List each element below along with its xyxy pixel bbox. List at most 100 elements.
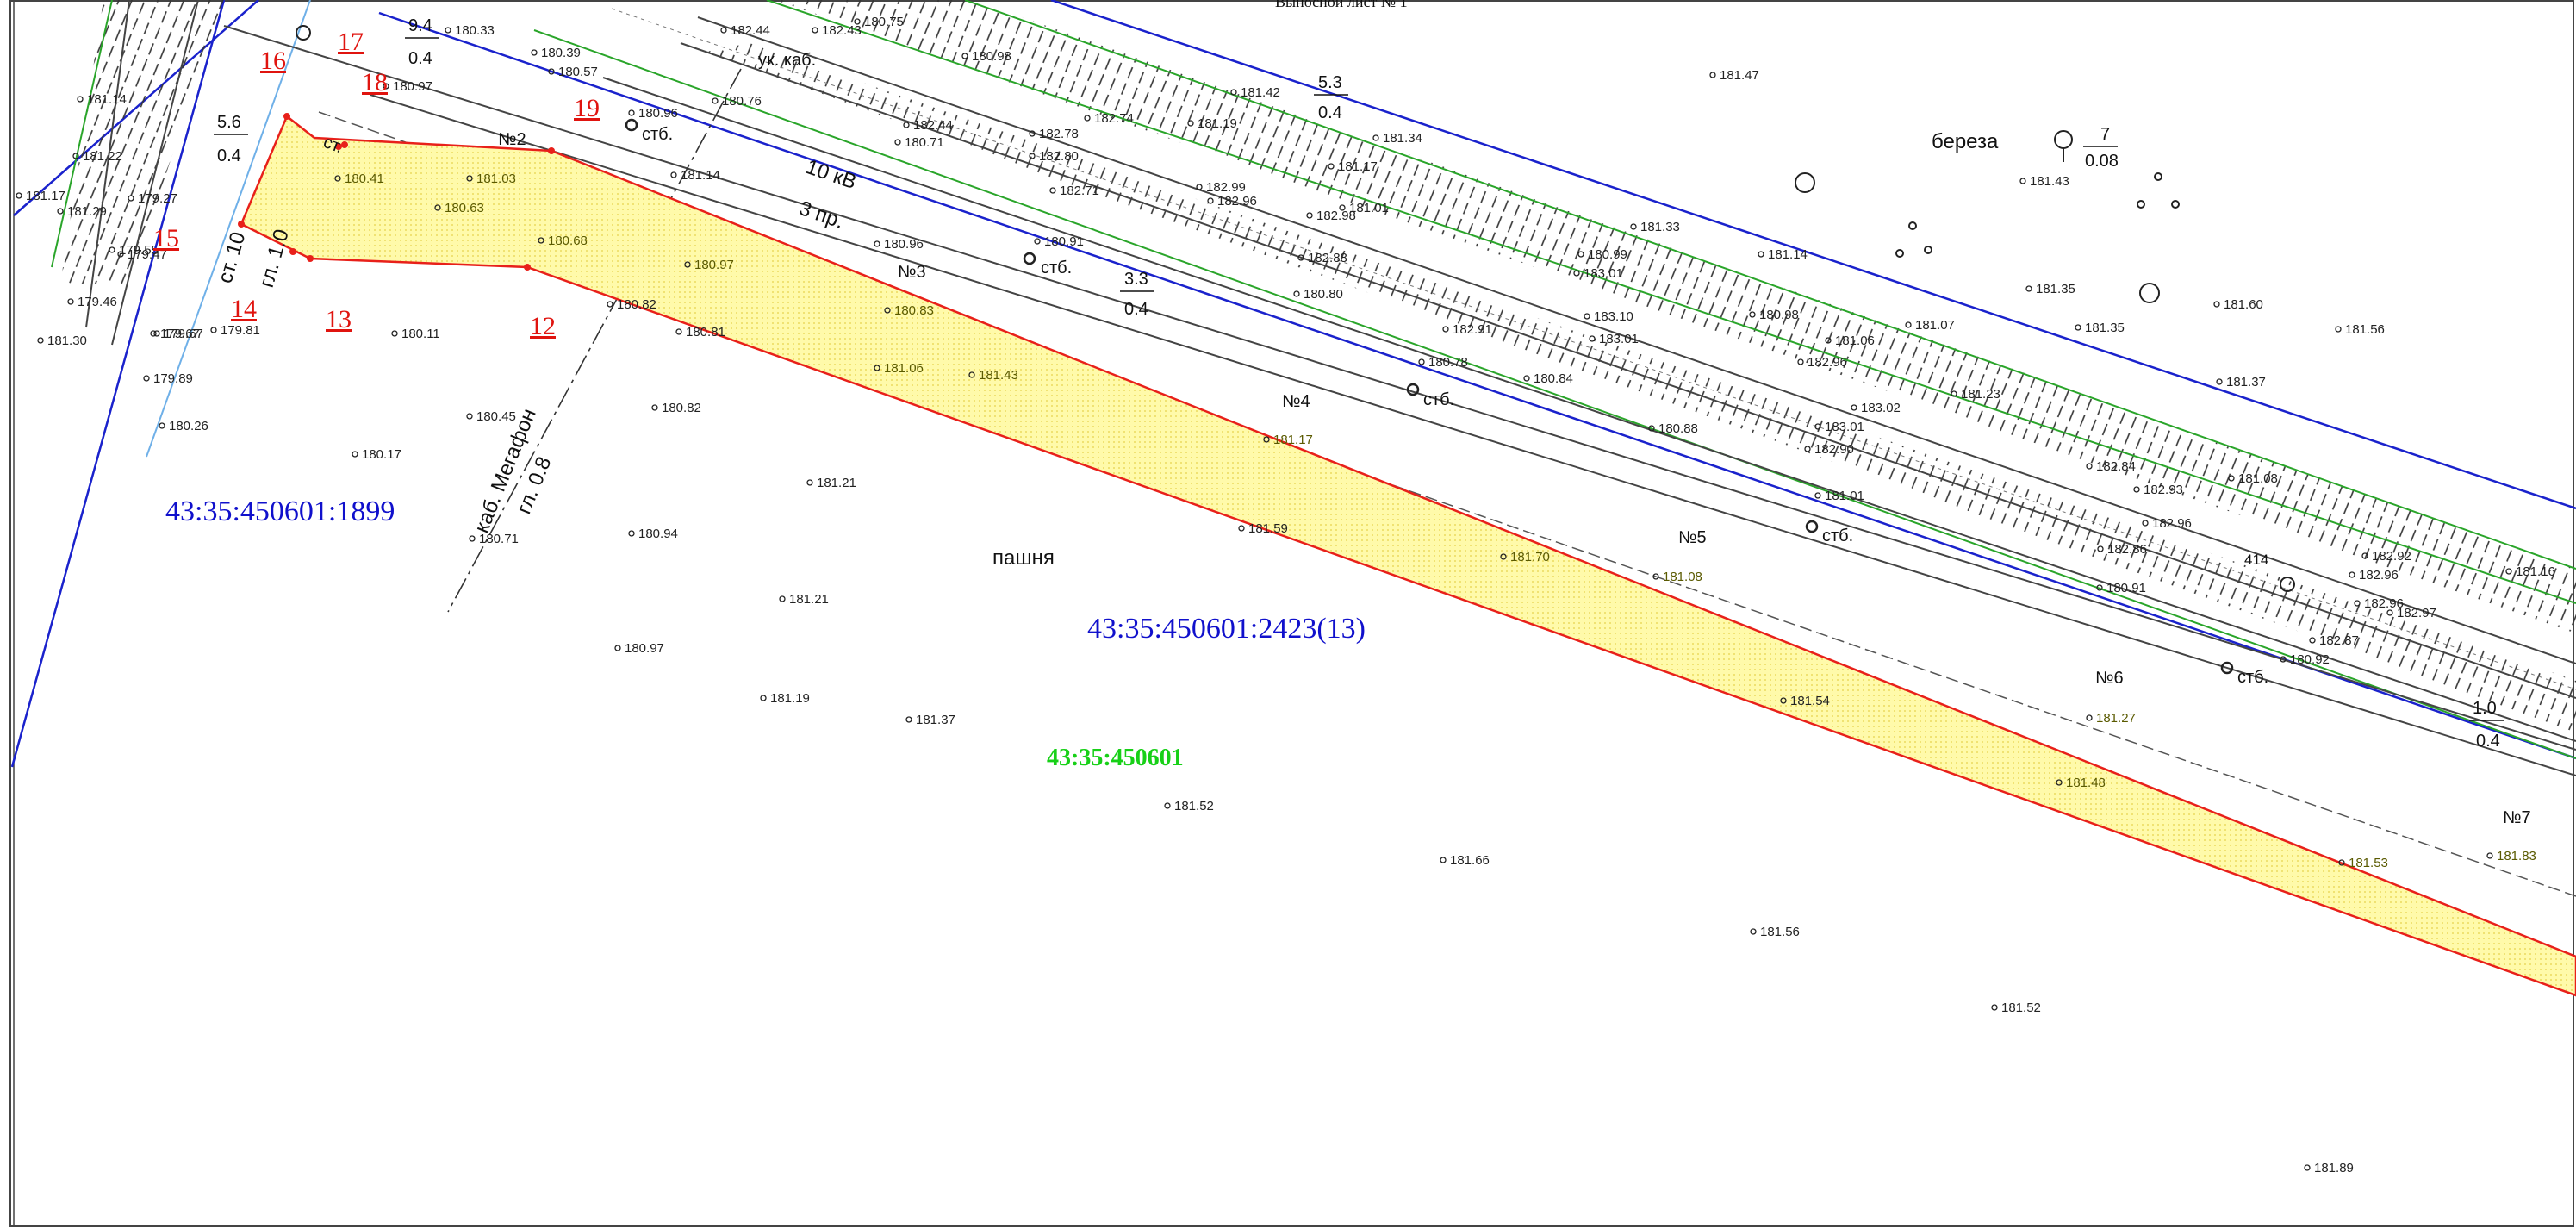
point-15: 15 bbox=[153, 224, 179, 252]
elevation-dot bbox=[1230, 89, 1237, 96]
elevation-mark: 180.78 bbox=[1428, 355, 1468, 370]
elevation-mark: 182.84 bbox=[2096, 459, 2136, 474]
elevation-mark: 181.19 bbox=[1198, 116, 1237, 131]
elevation-mark: 180.81 bbox=[686, 325, 725, 340]
elevation-dot bbox=[2280, 656, 2287, 663]
elevation-dot bbox=[538, 237, 544, 244]
elevation-dot bbox=[806, 479, 813, 486]
elevation-mark: 182.90 bbox=[1814, 442, 1854, 457]
elevation-dot bbox=[854, 18, 861, 25]
elevation-dot bbox=[2096, 584, 2103, 591]
elevation-mark: 182.96 bbox=[2152, 516, 2192, 531]
pole-label-e: стб. bbox=[2237, 668, 2268, 687]
elevation-dot bbox=[1084, 115, 1091, 122]
elevation-dot bbox=[607, 301, 613, 308]
point-18: 18 bbox=[362, 68, 388, 97]
pole-label-6: №6 bbox=[2095, 669, 2124, 688]
pole-label-2: №2 bbox=[498, 130, 526, 149]
birch-icon bbox=[2054, 130, 2073, 162]
elevation-dot bbox=[434, 204, 441, 211]
elevation-mark: 181.22 bbox=[83, 149, 122, 164]
elevation-dot bbox=[1328, 163, 1335, 170]
elevation-dot bbox=[903, 122, 910, 128]
elevation-dot bbox=[153, 330, 160, 337]
pole-label-3: №3 bbox=[898, 263, 926, 282]
elevation-mark: 183.01 bbox=[1584, 266, 1623, 281]
elevation-dot bbox=[2075, 324, 2081, 331]
elevation-dot bbox=[334, 175, 341, 182]
elevation-mark: 183.02 bbox=[1861, 401, 1901, 415]
elevation-dot bbox=[1851, 404, 1857, 411]
elevation-dot bbox=[1648, 425, 1655, 432]
elevation-dot bbox=[628, 530, 635, 537]
elevation-dot bbox=[628, 109, 635, 116]
elevation-dot bbox=[1584, 313, 1590, 320]
elevation-dot bbox=[1652, 573, 1659, 580]
fraction-7: 7 0.08 bbox=[2083, 125, 2119, 171]
pole-label-4: №4 bbox=[1282, 392, 1310, 411]
fraction-3-3: 3.3 0.4 bbox=[1120, 270, 1154, 319]
pole-label-5: №5 bbox=[1678, 528, 1707, 547]
elevation-mark: 180.98 bbox=[1759, 308, 1799, 322]
svg-text:3.3: 3.3 bbox=[1124, 270, 1148, 289]
pole-code-label: ст. 10 bbox=[214, 229, 251, 285]
elevation-dot bbox=[531, 49, 538, 56]
elevation-mark: 182.98 bbox=[1316, 209, 1356, 223]
elevation-mark: 180.99 bbox=[1588, 247, 1627, 262]
elevation-mark: 179.27 bbox=[138, 191, 177, 206]
elevation-mark: 182.92 bbox=[2372, 549, 2411, 564]
elevation-dot bbox=[1630, 223, 1637, 230]
elevation-dot bbox=[1029, 153, 1036, 159]
point-17: 17 bbox=[338, 28, 364, 56]
elevation-dot bbox=[77, 96, 84, 103]
sheet-title: Выносной лист № 1 bbox=[1275, 0, 1408, 10]
elevation-mark: 181.56 bbox=[1760, 925, 1800, 939]
elevation-dot bbox=[1164, 802, 1171, 809]
elevation-dot bbox=[961, 53, 968, 59]
elevation-dot bbox=[1049, 187, 1056, 194]
elevation-dot bbox=[466, 413, 473, 420]
point-16: 16 bbox=[260, 47, 286, 75]
elevation-mark: 179.46 bbox=[78, 295, 117, 309]
elevation-mark: 182.93 bbox=[2144, 483, 2183, 497]
elevation-mark: 180.91 bbox=[1044, 234, 1084, 249]
elevation-mark: 182.44 bbox=[731, 23, 770, 38]
point-12: 12 bbox=[530, 312, 556, 340]
elevation-dot bbox=[1306, 212, 1313, 219]
parcel-2423-13 bbox=[240, 115, 2576, 997]
elevation-mark: 183.10 bbox=[1594, 309, 1633, 324]
elevation-dot bbox=[210, 327, 217, 333]
elevation-mark-inside: 181.03 bbox=[476, 171, 516, 186]
elevation-dot bbox=[1814, 423, 1821, 430]
elevation-mark-inside: 180.41 bbox=[345, 171, 384, 186]
elevation-mark: 182.71 bbox=[1060, 184, 1099, 198]
elevation-dot bbox=[1339, 204, 1346, 211]
elevation-dot bbox=[2056, 779, 2063, 786]
elevation-mark: 182.96 bbox=[2364, 596, 2404, 611]
elevation-mark: 182.87 bbox=[2319, 633, 2359, 648]
elevation-dot bbox=[143, 375, 150, 382]
elevation-mark: 180.91 bbox=[2106, 581, 2146, 595]
elevation-mark-inside: 181.08 bbox=[1663, 570, 1702, 584]
elevation-dot bbox=[2086, 714, 2093, 721]
megafon-cable bbox=[447, 68, 742, 613]
elevation-mark: 182.96 bbox=[1217, 194, 1257, 209]
elevation-mark: 181.19 bbox=[770, 691, 810, 706]
elevation-dot bbox=[2486, 852, 2493, 859]
elevation-dot bbox=[2142, 520, 2149, 527]
elevation-dot bbox=[2228, 475, 2235, 482]
elevation-mark: 181.37 bbox=[916, 713, 955, 727]
elevation-mark: 181.66 bbox=[1450, 853, 1490, 868]
elevation-dot bbox=[1418, 358, 1425, 365]
elevation-mark: 179.89 bbox=[153, 371, 193, 386]
point-13: 13 bbox=[326, 305, 352, 333]
elevation-mark: 182.86 bbox=[2107, 542, 2147, 557]
pole-label-a: стб. bbox=[642, 125, 673, 144]
svg-text:0.4: 0.4 bbox=[2476, 732, 2500, 751]
elevation-mark: 181.17 bbox=[26, 189, 65, 203]
elevation-mark: 182.91 bbox=[1453, 322, 1492, 337]
elevation-dot bbox=[670, 171, 677, 178]
elevation-dot bbox=[1749, 311, 1756, 318]
elevation-mark: 182.44 bbox=[913, 118, 953, 133]
elevation-mark-inside: 181.48 bbox=[2066, 776, 2106, 790]
